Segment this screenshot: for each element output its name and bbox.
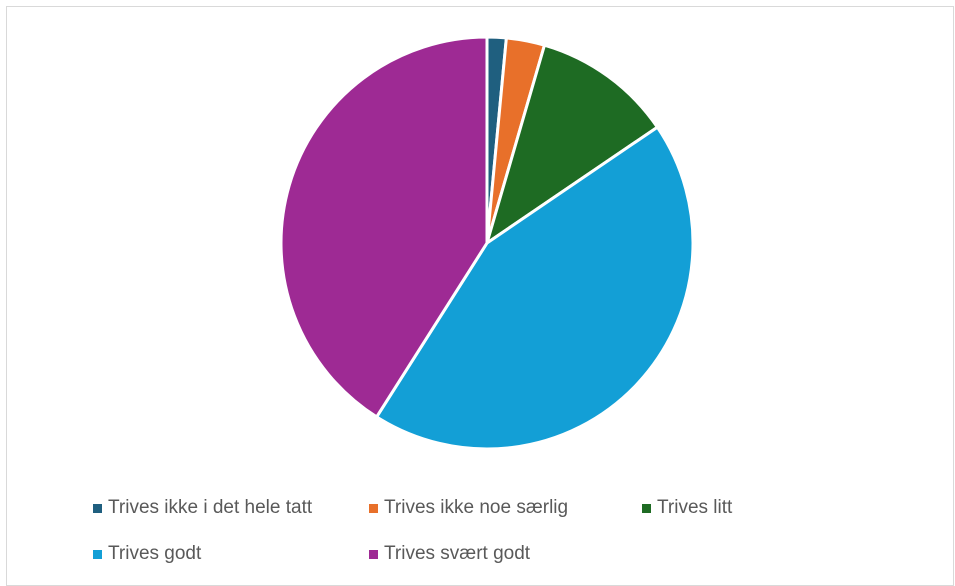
legend-swatch <box>369 549 378 559</box>
legend-label: Trives godt <box>108 543 202 564</box>
pie-chart <box>279 35 695 451</box>
legend-item-trives-ikke-noe-saerlig: Trives ikke noe særlig <box>369 497 568 519</box>
legend-swatch <box>369 503 378 513</box>
legend-item-trives-ikke-i-det-hele-tatt: Trives ikke i det hele tatt <box>93 497 312 519</box>
pie-slice-trives-svaert-godt <box>279 35 489 419</box>
legend-swatch <box>93 503 102 513</box>
legend-item-trives-svaert-godt: Trives svært godt <box>369 543 530 565</box>
legend-item-trives-litt: Trives litt <box>642 497 732 519</box>
legend-label: Trives litt <box>657 497 733 518</box>
pie-slice-trives-godt <box>375 125 695 451</box>
legend-label: Trives ikke i det hele tatt <box>108 497 313 518</box>
pie-slice-trives-litt <box>485 43 659 245</box>
legend-item-trives-godt: Trives godt <box>93 543 201 565</box>
legend-swatch <box>642 503 651 513</box>
legend-label: Trives svært godt <box>384 543 531 564</box>
chart-area: Trives ikke i det hele tatt Trives ikke … <box>6 6 954 586</box>
legend-swatch <box>93 549 102 559</box>
legend-label: Trives ikke noe særlig <box>384 497 569 518</box>
